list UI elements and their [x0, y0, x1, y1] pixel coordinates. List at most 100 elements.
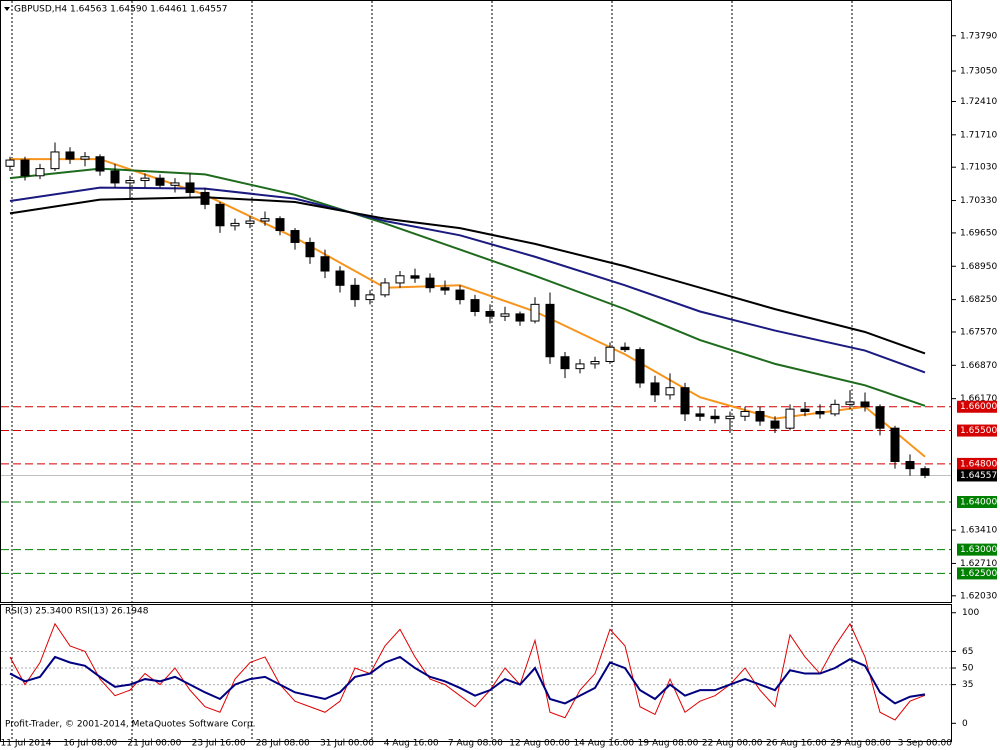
y-tick-label: 1.68950	[960, 262, 997, 272]
candle-body	[95, 156, 105, 172]
x-tick-label: 29 Aug 08:00	[830, 739, 891, 749]
rsi-header: RSI(3) 25.3400 RSI(13) 26.1948	[5, 607, 149, 617]
y-tick-label: 1.66870	[960, 361, 997, 371]
candle-body	[530, 303, 540, 322]
y-tick-label: 1.62710	[960, 559, 997, 569]
candle-body	[170, 182, 180, 186]
level-label: 1.64000	[960, 497, 997, 507]
x-tick-label: 22 Aug 00:00	[702, 739, 763, 749]
level-label-box	[957, 424, 997, 437]
x-tick-label: 16 Jul 08:00	[63, 739, 117, 749]
candle-body	[845, 401, 855, 405]
candle-body	[425, 277, 435, 289]
y-tick-label: 100	[962, 608, 979, 618]
x-tick-label: 23 Jul 16:00	[192, 739, 246, 749]
candle-body	[335, 270, 345, 286]
x-tick-label: 7 Aug 08:00	[448, 739, 503, 749]
candle-body	[395, 275, 405, 284]
candle-body	[185, 182, 195, 193]
x-tick-label: 21 Jul 00:00	[127, 739, 181, 749]
candle-body	[215, 203, 225, 227]
candle-body	[140, 177, 150, 182]
y-tick-label: 1.72410	[960, 97, 997, 107]
candle-body	[590, 361, 600, 365]
level-label: 1.62500	[960, 569, 997, 579]
x-tick-label: 19 Aug 08:00	[638, 739, 699, 749]
x-tick-label: 12 Aug 00:00	[509, 739, 570, 749]
candle-body	[245, 220, 255, 224]
price-header: GBPUSD,H4 1.64563 1.64590 1.64461 1.6455…	[14, 5, 227, 15]
candle-body	[290, 230, 300, 243]
candle-body	[770, 420, 780, 429]
level-label: 1.63000	[960, 545, 997, 555]
candle-body	[410, 275, 420, 279]
y-tick-label: 35	[962, 680, 973, 690]
menu-arrow[interactable]	[4, 7, 10, 11]
y-tick-label: 1.63410	[960, 526, 997, 536]
candle-body	[905, 461, 915, 470]
candle-body	[815, 411, 825, 415]
candle-body	[620, 346, 630, 351]
candle-body	[320, 256, 330, 272]
candle-body	[20, 159, 30, 177]
candle-body	[785, 408, 795, 429]
candle-body	[695, 413, 705, 417]
rsi-line	[9, 655, 926, 705]
candle-body	[365, 294, 375, 301]
candle-body	[755, 411, 765, 422]
candle-body	[515, 313, 525, 322]
moving-average	[9, 167, 926, 407]
candle-body	[350, 284, 360, 301]
rsi-panel	[0, 604, 952, 742]
x-tick-label: 3 Sep 00:00	[898, 739, 953, 749]
y-tick-label: 65	[962, 647, 973, 657]
candle-body	[500, 313, 510, 317]
current-price-label: 1.64557	[960, 471, 997, 481]
candle-body	[605, 346, 615, 363]
candle-body	[740, 411, 750, 417]
candle-body	[875, 406, 885, 429]
candle-body	[665, 387, 675, 396]
rsi-line	[9, 622, 926, 721]
candle-body	[230, 222, 240, 227]
time-grid	[11, 1, 853, 741]
y-tick-label: 1.70330	[960, 196, 997, 206]
x-tick-label: 28 Jul 08:00	[256, 739, 310, 749]
candle-body	[860, 401, 870, 408]
level-label: 1.65500	[960, 426, 997, 436]
level-label: 1.64800	[960, 459, 997, 469]
candle-body	[680, 387, 690, 415]
candle-body	[35, 168, 45, 177]
candle-body	[485, 311, 495, 317]
candle-body	[110, 170, 120, 184]
y-tick-label: 1.67570	[960, 327, 997, 337]
level-label: 1.66000	[960, 402, 997, 412]
candle-body	[710, 415, 720, 420]
candle-body	[830, 403, 840, 415]
candle-body	[50, 151, 60, 170]
candle-body	[545, 303, 555, 358]
y-tick-label: 1.62030	[960, 591, 997, 601]
y-tick-label: 1.73050	[960, 67, 997, 77]
candle-body	[305, 241, 315, 258]
watermark: Profit-Trader, © 2001-2014, MetaQuotes S…	[5, 720, 255, 730]
candle-body	[560, 356, 570, 370]
x-tick-label: 14 Aug 16:00	[573, 739, 634, 749]
candle-body	[650, 382, 660, 396]
candle-body	[470, 299, 480, 313]
candle-body	[920, 468, 930, 476]
y-tick-label: 1.73790	[960, 31, 997, 41]
candle-body	[890, 427, 900, 463]
candle-body	[380, 282, 390, 296]
candle-body	[5, 159, 15, 167]
candle-body	[800, 408, 810, 413]
x-tick-label: 11 Jul 2014	[1, 739, 52, 749]
candle-body	[125, 180, 135, 184]
level-label-box	[957, 400, 997, 413]
x-tick-label: 26 Aug 16:00	[766, 739, 827, 749]
candle-body	[635, 349, 645, 384]
moving-average	[9, 196, 926, 355]
y-tick-label: 1.71030	[960, 163, 997, 173]
candle-body	[725, 415, 735, 420]
candle-body	[200, 191, 210, 205]
